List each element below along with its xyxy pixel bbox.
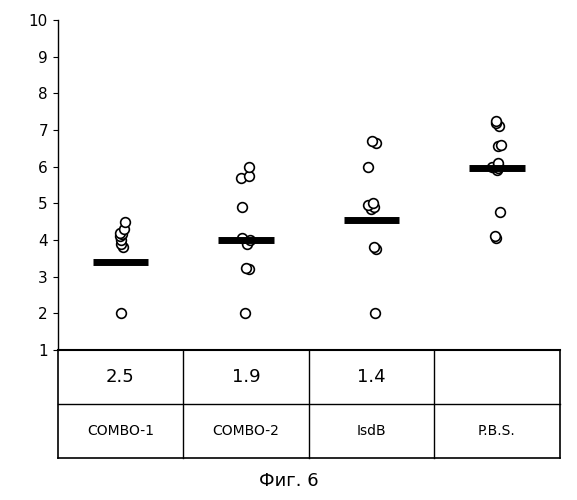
Text: COMBO-2: COMBO-2 [212, 424, 279, 438]
Text: IsdB: IsdB [357, 424, 386, 438]
Text: P.B.S.: P.B.S. [478, 424, 516, 438]
Text: COMBO-1: COMBO-1 [87, 424, 154, 438]
Text: 1.9: 1.9 [231, 368, 260, 386]
Text: 1.4: 1.4 [357, 368, 386, 386]
Text: 2.5: 2.5 [106, 368, 135, 386]
Text: Фиг. 6: Фиг. 6 [258, 472, 319, 490]
